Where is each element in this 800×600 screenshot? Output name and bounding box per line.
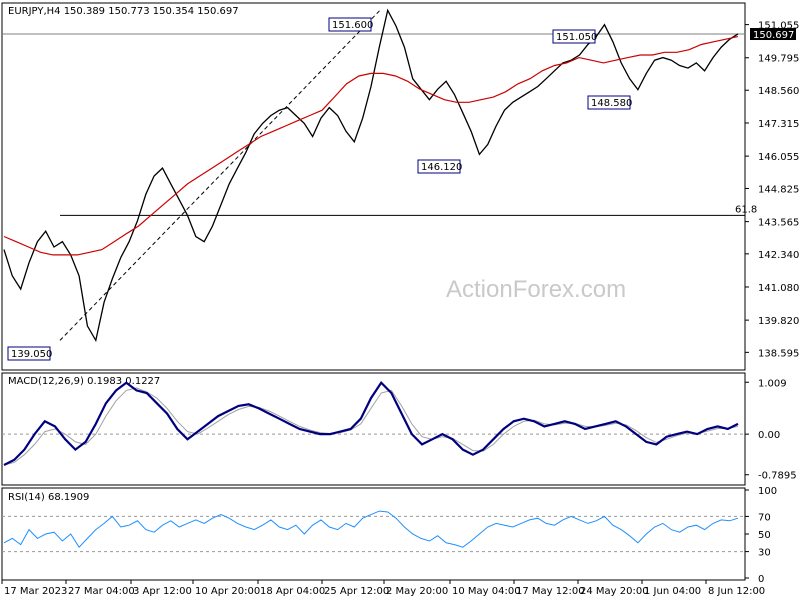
annotation-label: 139.050 <box>11 349 52 360</box>
macd-panel <box>1 372 746 486</box>
fib-618-label: 61.8 <box>735 204 757 215</box>
moving-average-series <box>3 36 739 256</box>
x-tick-label: 18 Apr 04:00 <box>260 586 325 597</box>
x-tick-label: 24 May 20:00 <box>580 586 649 597</box>
price-tick-label: 142.340 <box>758 250 799 261</box>
price-series <box>3 8 739 343</box>
x-axis: 17 Mar 2023 27 Mar 04:003 Apr 12:00 10 Apr… <box>1 580 765 597</box>
x-tick-label: 2 May 20:00 <box>386 586 448 597</box>
annotation-label: 151.050 <box>556 32 597 43</box>
current-price-box <box>750 28 796 41</box>
annotation-box <box>7 346 51 361</box>
macd-tick-label: 0.00 <box>758 430 780 441</box>
current-price-label: 150.697 <box>753 30 794 41</box>
x-tick-label: 3 Apr 12:00 <box>133 586 192 597</box>
annotation-box <box>552 29 596 44</box>
price-tick-label: 138.595 <box>758 348 799 359</box>
x-tick-label: 10 May 04:00 <box>452 586 521 597</box>
price-annotations: 151.600 151.050 148.580 146.120 139.050 <box>7 17 632 361</box>
x-tick-label: 17 Mar 2023 <box>4 586 67 597</box>
macd-tick-label: -0.7895 <box>758 471 797 482</box>
annotation-label: 151.600 <box>332 20 373 31</box>
x-tick-label: 17 May 12:00 <box>516 586 585 597</box>
price-tick-label: 139.820 <box>758 316 799 327</box>
x-tick-label: 27 Mar 04:00 <box>68 586 135 597</box>
price-tick-label: 148.560 <box>758 86 799 97</box>
rsi-title: RSI(14) 68.1909 <box>8 492 89 503</box>
annotation-label: 148.580 <box>591 98 632 109</box>
price-tick-label: 149.795 <box>758 54 799 65</box>
macd-title: MACD(12,26,9) 0.1983 0.1227 <box>8 376 160 387</box>
x-tick-label: 1 Jun 04:00 <box>644 586 701 597</box>
rsi-tick-label: 0 <box>758 574 764 585</box>
price-panel <box>1 2 746 371</box>
rsi-series <box>3 510 739 549</box>
x-tick-label: 25 Apr 12:00 <box>324 586 389 597</box>
price-tick-label: 146.055 <box>758 152 799 163</box>
macd-y-axis: 1.009 0.00 -0.7895 <box>745 378 797 482</box>
annotation-label: 146.120 <box>421 162 462 173</box>
price-tick-label: 143.565 <box>758 218 799 229</box>
price-tick-label: 141.080 <box>758 283 799 294</box>
macd-signal-series <box>3 387 739 466</box>
rsi-tick-label: 70 <box>758 512 771 523</box>
watermark: ActionForex.com <box>446 276 626 303</box>
annotation-box <box>328 17 372 32</box>
macd-tick-label: 1.009 <box>758 378 787 389</box>
macd-main-series <box>3 380 739 466</box>
price-tick-label: 147.315 <box>758 119 799 130</box>
x-tick-label: 8 Jun 12:00 <box>708 586 765 597</box>
rsi-panel <box>1 487 746 581</box>
annotation-box <box>587 95 631 110</box>
price-y-axis: 151.055 149.795 148.560 147.315 146.055 144.8… <box>745 21 799 359</box>
rsi-tick-label: 50 <box>758 530 771 541</box>
price-tick-label: 151.055 <box>758 21 799 32</box>
price-tick-label: 144.825 <box>758 184 799 195</box>
rsi-tick-label: 100 <box>758 486 777 497</box>
price-title: EURJPY,H4 150.389 150.773 150.354 150.69… <box>8 6 239 17</box>
annotation-box <box>417 159 461 174</box>
x-tick-label: 10 Apr 20:00 <box>195 586 260 597</box>
rsi-tick-label: 30 <box>758 548 771 559</box>
rsi-y-axis: 100 70 50 30 0 <box>745 486 777 585</box>
